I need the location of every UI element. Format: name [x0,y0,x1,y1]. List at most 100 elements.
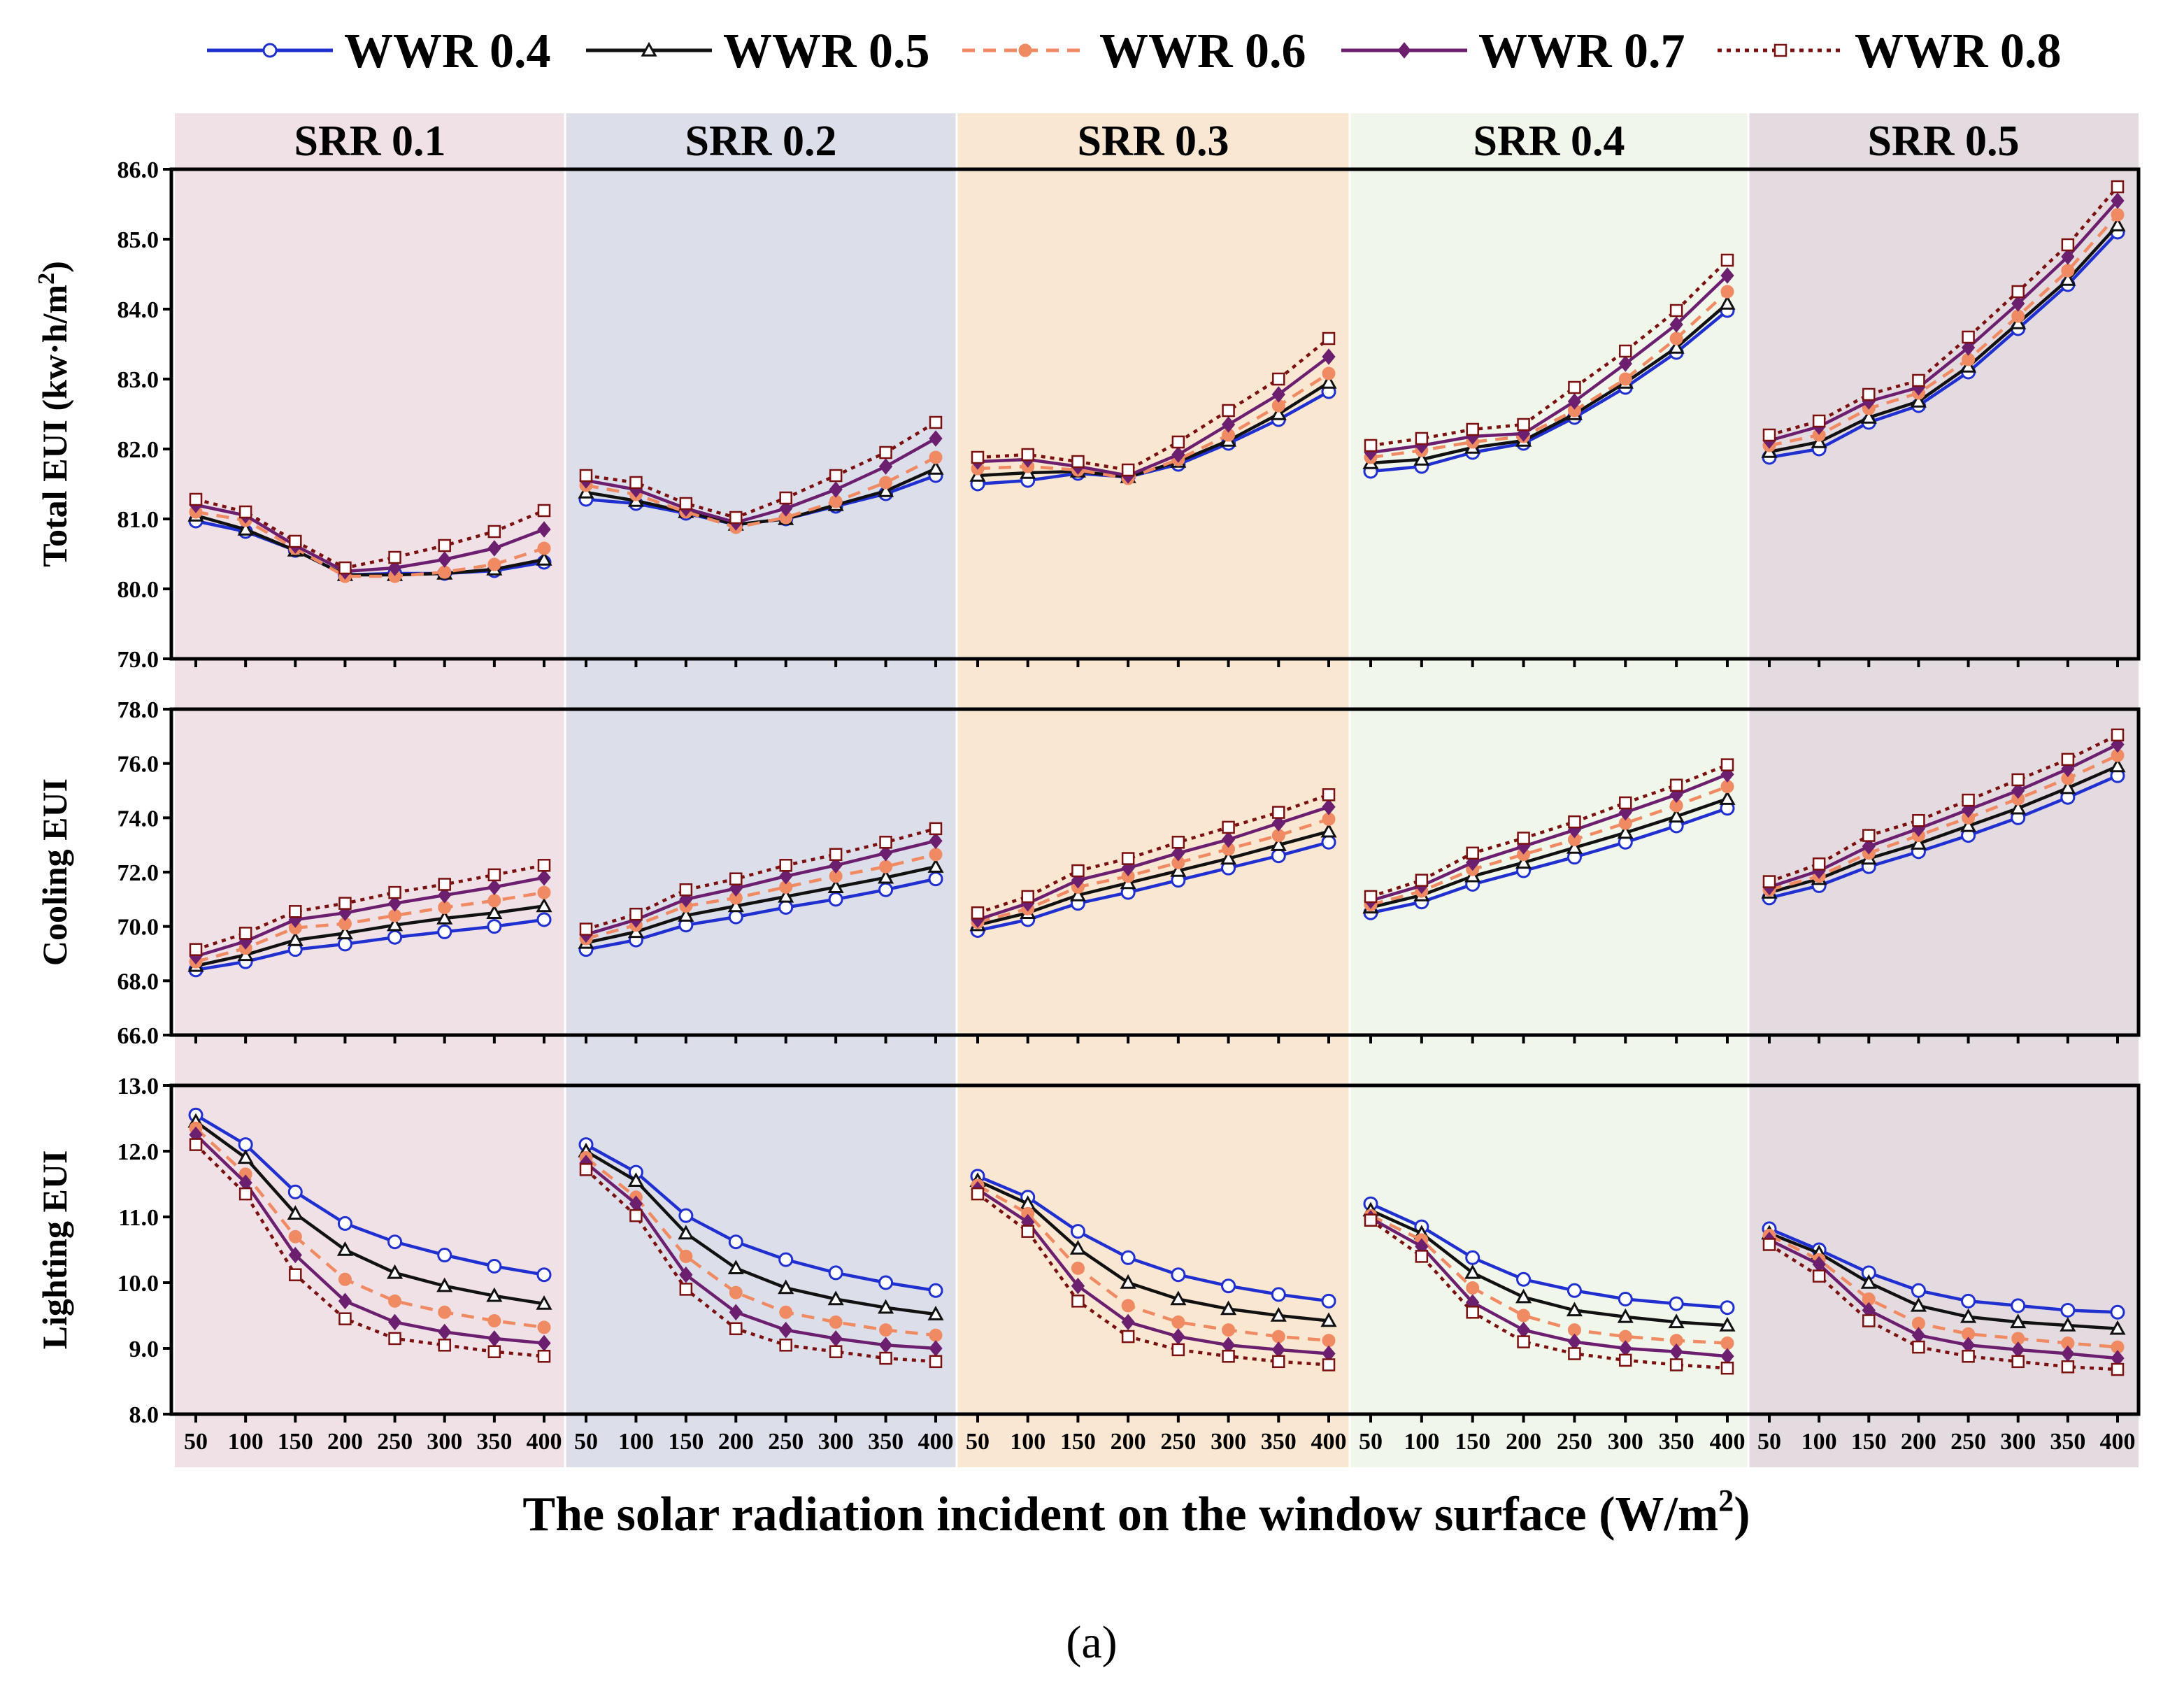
data-point [1021,1225,1034,1238]
data-point [778,1252,794,1267]
series-line [1370,1214,1728,1345]
data-point [1413,450,1430,466]
data-point [579,469,593,483]
series-line [1370,302,1729,465]
data-point [629,907,643,921]
data-point [1862,829,1876,842]
legend-item-5: WWR 0.8 [1718,24,2062,78]
data-point [878,458,893,475]
series-line [977,1179,1329,1323]
srr-band-5 [1748,113,2139,1467]
data-point [1910,392,1927,408]
x-tick-label: 150 [1455,1429,1490,1455]
x-tick-label: 250 [768,1429,804,1455]
data-point [971,1187,985,1201]
data-point [929,415,943,429]
data-point [1270,836,1287,851]
series-line [1370,806,1728,915]
legend-marker [1018,43,1032,57]
data-point [927,858,944,873]
data-point [1617,1308,1634,1323]
data-point [1322,799,1336,815]
data-point [678,907,694,922]
y-axis-label: Lighting EUI [35,1150,74,1350]
y-tick-label: 8.0 [129,1402,159,1428]
figure-caption: (a) [1066,1617,1117,1668]
x-tick-label: 50 [1359,1429,1383,1455]
series-line [195,890,545,964]
data-point [1321,834,1336,850]
data-point [1669,332,1683,345]
data-point [437,924,452,939]
data-point [438,878,451,891]
x-tick-label: 200 [1901,1429,1936,1455]
data-point [2061,248,2075,265]
data-point [1720,267,1734,284]
data-point [1812,1269,1826,1283]
data-point [1669,316,1683,333]
data-point [627,1172,644,1187]
srr-label-4: SRR 0.4 [1473,117,1625,165]
data-point [1021,448,1034,462]
data-point [829,848,843,862]
data-point [537,504,551,518]
data-point [289,1268,302,1281]
data-point [1466,1281,1480,1295]
data-point [237,520,254,536]
data-point [1862,387,1876,401]
legend-marker [1397,42,1411,59]
data-point [679,497,693,511]
data-point [1960,1308,1977,1323]
data-point [878,869,894,884]
data-point [779,1321,793,1339]
data-point [1669,1358,1683,1371]
data-point [1121,852,1135,865]
data-point [2060,271,2076,286]
data-point [487,1314,501,1328]
data-point [189,1138,203,1151]
panel-frame [169,167,2141,661]
data-point [1270,1306,1287,1322]
data-point [1910,1297,1927,1312]
data-point [1071,1277,1085,1295]
y-tick-label: 82.0 [117,437,159,463]
x-tick-label: 200 [1506,1429,1541,1455]
x-axis-label: The solar radiation incident on the wind… [522,1483,1750,1541]
data-point [487,1259,502,1274]
series-line [585,1150,936,1316]
data-point [536,1295,552,1310]
x-tick-label: 250 [377,1429,413,1455]
data-point [487,919,502,934]
series-line [976,1188,1329,1355]
data-point [1668,808,1685,823]
series-line [194,1133,545,1345]
series-line [585,437,937,525]
data-point [828,1265,843,1281]
data-point [1619,796,1632,810]
data-point [729,872,743,885]
y-tick-label: 79.0 [117,647,159,673]
data-point [1272,806,1285,819]
x-tick-label: 100 [618,1429,654,1455]
data-point [1862,1314,1876,1327]
data-point [728,1234,743,1250]
data-point [1222,404,1235,418]
data-point [1669,778,1683,792]
series-line [585,421,937,520]
series-line [1769,213,2119,448]
data-point [1515,1288,1532,1304]
data-point [1566,1302,1583,1317]
data-point [879,860,893,874]
x-tick-label: 350 [476,1429,512,1455]
series-line [1369,1216,1728,1358]
data-point [1961,1293,1976,1309]
x-tick-label: 50 [574,1429,598,1455]
data-point [1170,862,1187,877]
data-point [971,906,985,920]
data-point [288,1230,302,1243]
data-point [288,1246,302,1264]
data-point [929,430,943,447]
data-point [189,943,203,956]
data-point [1617,824,1634,839]
series-line [585,1168,936,1364]
